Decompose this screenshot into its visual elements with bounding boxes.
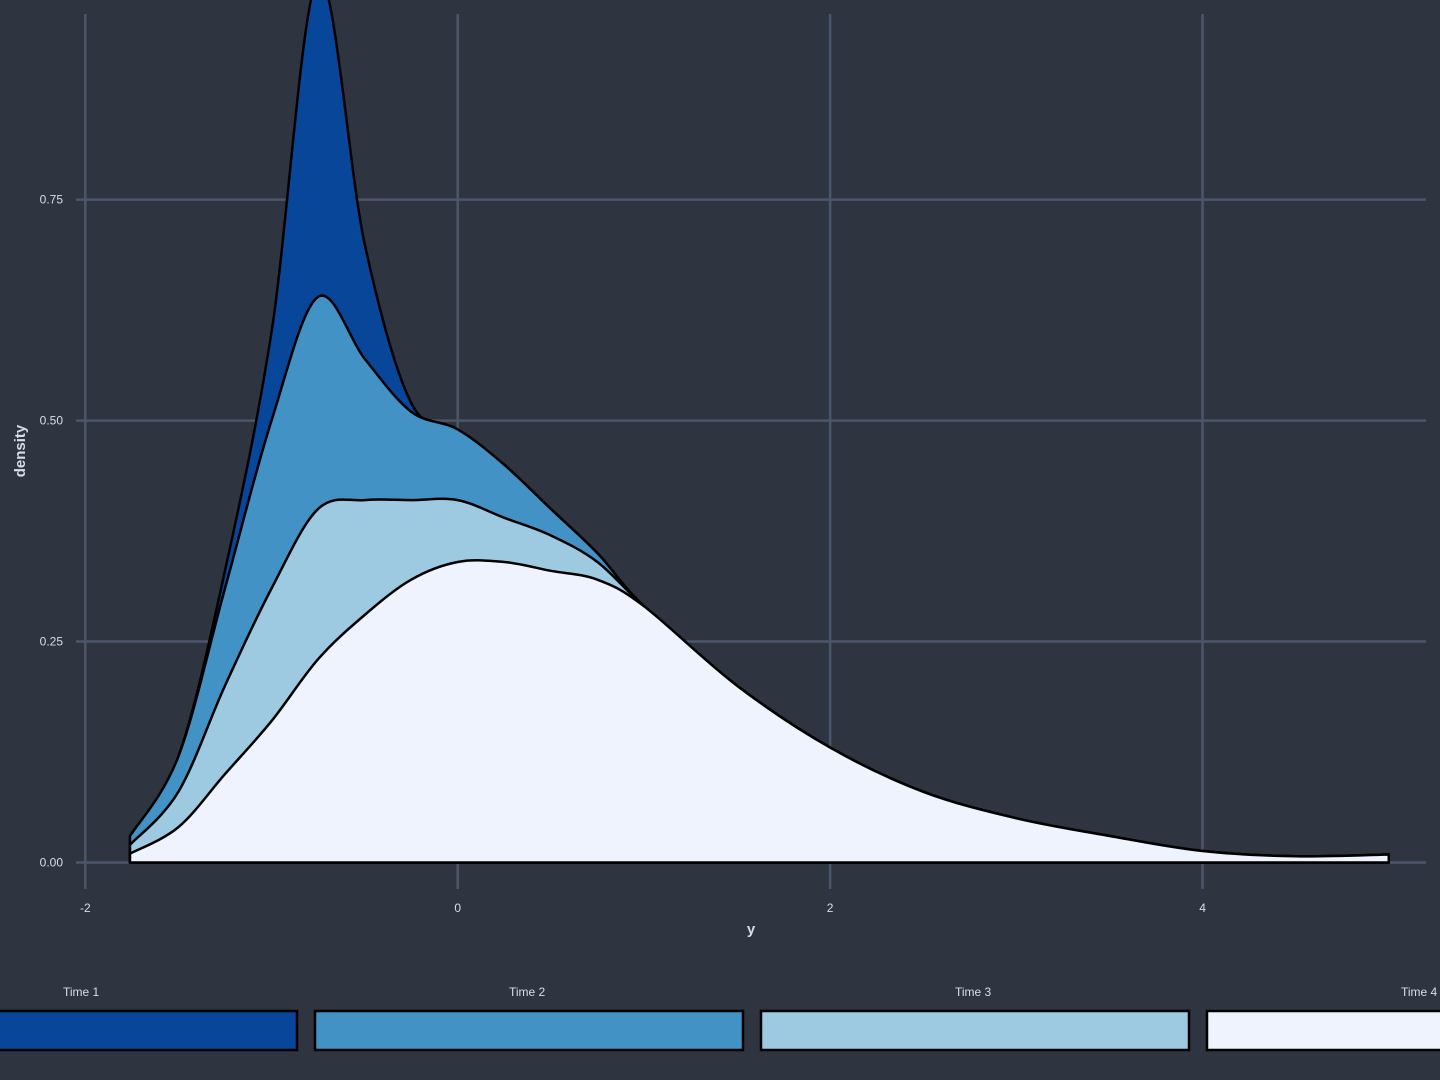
density-areas	[128, 0, 1391, 864]
legend: Time 1 Time 2 Time 3 Time 4	[0, 985, 1440, 1052]
tick-labels: -2 0 2 4 0.00 0.25 0.50 0.75	[40, 193, 1207, 915]
x-tick-label: 4	[1199, 901, 1206, 915]
legend-label: Time 1	[63, 985, 100, 999]
legend-key-time-4	[1205, 1009, 1440, 1052]
legend-key-time-2	[313, 1009, 745, 1052]
density-area-time-4	[128, 559, 1391, 864]
x-tick-label: 2	[827, 901, 834, 915]
legend-label: Time 2	[509, 985, 546, 999]
x-tick-label: -2	[80, 901, 91, 915]
legend-key-time-1	[0, 1009, 299, 1052]
legend-label: Time 3	[955, 985, 992, 999]
legend-key-time-3	[759, 1009, 1191, 1052]
y-tick-label: 0.75	[40, 193, 64, 207]
y-tick-label: 0.25	[40, 635, 64, 649]
y-axis-title: density	[12, 424, 29, 477]
y-tick-label: 0.00	[40, 855, 64, 869]
x-axis-title: y	[747, 921, 756, 938]
x-tick-label: 0	[454, 901, 461, 915]
y-tick-label: 0.50	[40, 414, 64, 428]
legend-label: Time 4	[1401, 985, 1438, 999]
